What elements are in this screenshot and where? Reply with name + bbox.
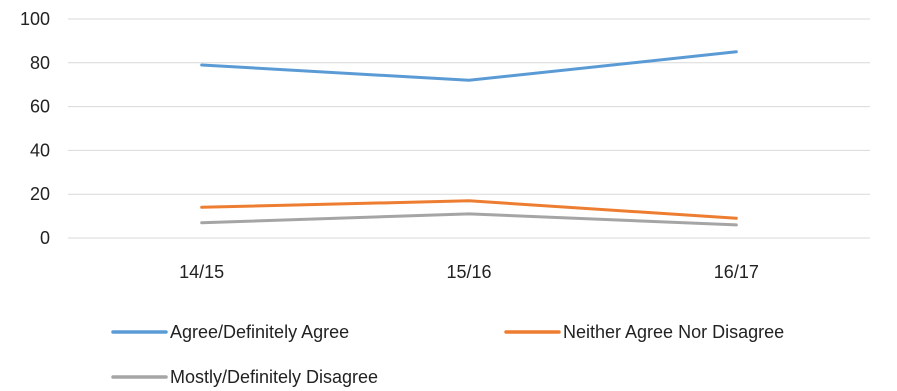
legend-item: Mostly/Definitely Disagree — [111, 367, 378, 387]
legend-item: Agree/Definitely Agree — [111, 322, 349, 342]
y-tick-label: 0 — [40, 228, 50, 248]
series-line-3 — [200, 212, 738, 227]
x-axis-ticks: 14/15 15/16 16/17 — [179, 262, 759, 282]
y-axis-ticks: 0 20 40 60 80 100 — [20, 9, 50, 248]
series-line-1 — [200, 50, 738, 82]
y-tick-label: 20 — [30, 184, 50, 204]
x-tick-label: 16/17 — [714, 262, 759, 282]
y-tick-label: 80 — [30, 53, 50, 73]
y-tick-label: 40 — [30, 140, 50, 160]
y-tick-label: 60 — [30, 97, 50, 117]
legend-label: Agree/Definitely Agree — [170, 322, 349, 342]
series-line-2 — [200, 199, 738, 220]
legend-item: Neither Agree Nor Disagree — [504, 322, 784, 342]
legend: Agree/Definitely Agree Neither Agree Nor … — [111, 322, 784, 387]
y-tick-label: 100 — [20, 9, 50, 29]
series-lines — [200, 50, 738, 227]
legend-label: Mostly/Definitely Disagree — [170, 367, 378, 387]
x-tick-label: 15/16 — [446, 262, 491, 282]
x-tick-label: 14/15 — [179, 262, 224, 282]
gridlines — [68, 18, 870, 239]
legend-label: Neither Agree Nor Disagree — [563, 322, 784, 342]
